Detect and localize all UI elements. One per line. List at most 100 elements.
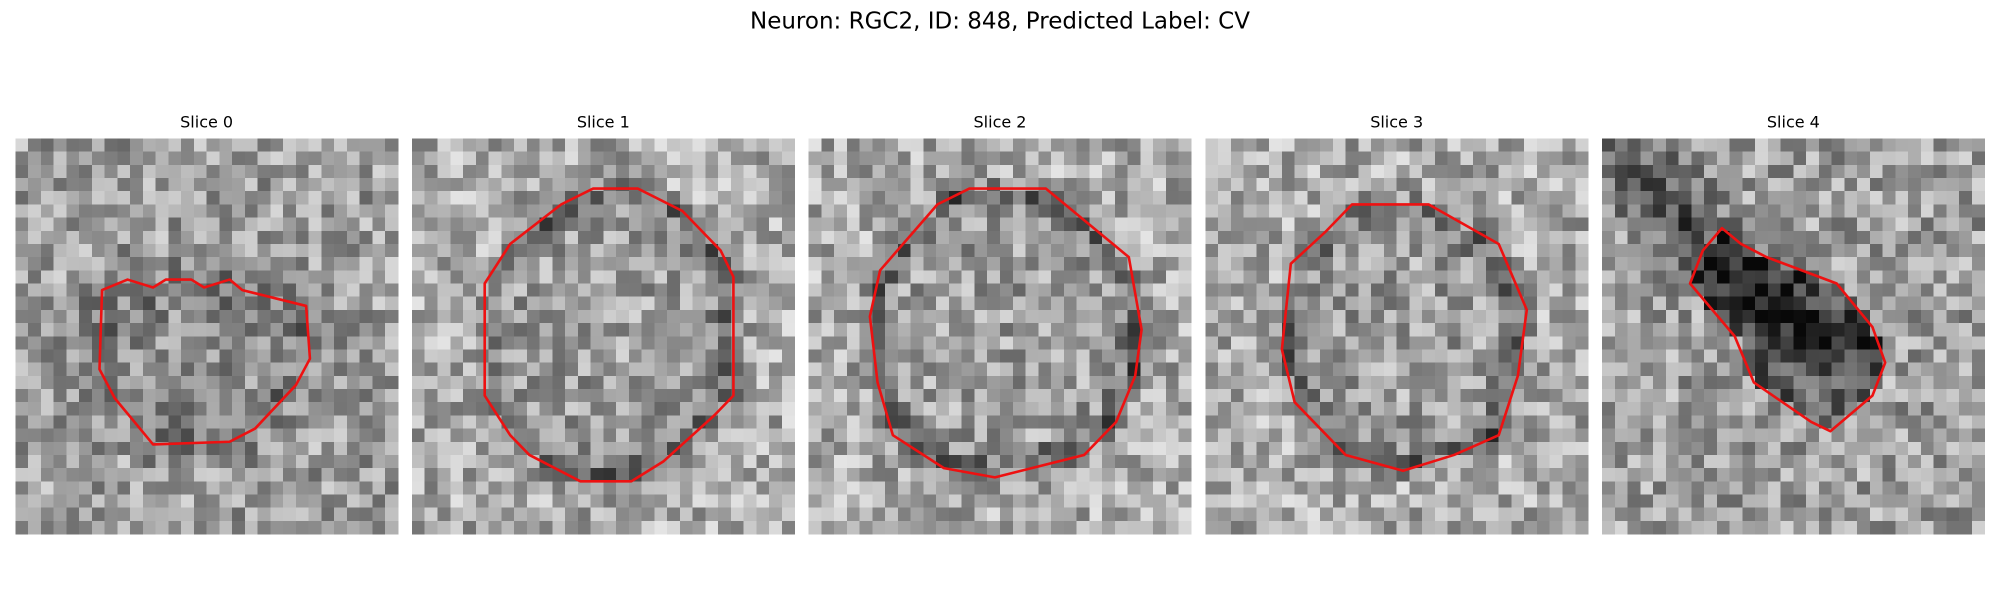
image-pixel: [437, 191, 451, 205]
image-pixel: [1780, 283, 1794, 298]
image-pixel: [1256, 375, 1270, 390]
image-pixel: [1536, 349, 1551, 364]
image-pixel: [1729, 441, 1743, 456]
image-pixel: [79, 481, 93, 495]
image-pixel: [1243, 230, 1257, 245]
image-pixel: [1000, 296, 1014, 311]
image-pixel: [1793, 270, 1807, 284]
image-pixel: [821, 296, 835, 311]
image-pixel: [359, 494, 373, 509]
image-pixel: [1269, 323, 1283, 337]
image-pixel: [1806, 375, 1820, 390]
image-pixel: [1269, 217, 1283, 232]
image-pixel: [834, 230, 848, 245]
image-pixel: [1307, 336, 1321, 350]
image-pixel: [743, 296, 757, 311]
image-pixel: [1396, 389, 1410, 403]
image-pixel: [1345, 336, 1359, 350]
image-pixel: [346, 494, 361, 509]
image-pixel: [1818, 164, 1833, 179]
image-pixel: [1102, 349, 1116, 364]
image-pixel: [1089, 507, 1103, 522]
image-pixel: [1729, 507, 1743, 522]
image-pixel: [40, 481, 54, 495]
image-pixel: [834, 441, 848, 456]
image-pixel: [654, 468, 668, 482]
image-pixel: [1895, 468, 1909, 482]
image-pixel: [910, 230, 924, 245]
image-pixel: [1051, 362, 1065, 377]
image-pixel: [1345, 481, 1359, 495]
image-pixel: [295, 507, 310, 522]
image-pixel: [821, 138, 835, 153]
image-pixel: [475, 151, 489, 166]
image-pixel: [872, 428, 886, 443]
image-pixel: [1946, 507, 1960, 522]
image-pixel: [718, 349, 732, 364]
image-pixel: [846, 468, 861, 482]
image-pixel: [1869, 191, 1884, 205]
image-pixel: [1716, 257, 1730, 271]
image-pixel: [1614, 375, 1628, 390]
image-pixel: [514, 494, 528, 509]
image-pixel: [1691, 415, 1705, 429]
image-pixel: [232, 323, 246, 337]
image-pixel: [142, 415, 157, 429]
image-pixel: [321, 336, 335, 350]
image-pixel: [948, 217, 963, 232]
image-pixel: [270, 283, 284, 298]
image-pixel: [463, 178, 477, 192]
image-pixel: [193, 441, 208, 456]
image-pixel: [1793, 296, 1807, 311]
image-pixel: [526, 362, 540, 377]
image-pixel: [834, 362, 848, 377]
image-pixel: [1755, 507, 1769, 522]
image-pixel: [730, 204, 745, 218]
image-pixel: [1320, 389, 1334, 403]
image-pixel: [91, 309, 105, 324]
image-pixel: [1857, 178, 1871, 192]
image-pixel: [1332, 270, 1347, 284]
image-pixel: [1946, 270, 1960, 284]
image-pixel: [1602, 151, 1616, 166]
image-pixel: [1012, 204, 1026, 218]
image-pixel: [308, 296, 322, 311]
image-pixel: [1447, 138, 1461, 153]
image-pixel: [359, 323, 373, 337]
image-pixel: [590, 296, 604, 311]
image-pixel: [257, 481, 271, 495]
image-pixel: [1946, 283, 1960, 298]
image-pixel: [334, 296, 348, 311]
image-pixel: [654, 309, 668, 324]
image-pixel: [142, 164, 157, 179]
image-pixel: [1205, 415, 1219, 429]
image-pixel: [142, 296, 157, 311]
image-pixel: [1691, 296, 1705, 311]
image-pixel: [577, 507, 591, 522]
image-pixel: [359, 441, 373, 456]
image-pixel: [1665, 257, 1679, 271]
image-pixel: [565, 402, 579, 416]
image-pixel: [1793, 520, 1807, 535]
image-pixel: [53, 428, 67, 443]
image-pixel: [667, 389, 681, 403]
image-pixel: [437, 257, 451, 271]
image-pixel: [1857, 243, 1871, 258]
image-pixel: [1678, 375, 1692, 390]
image-pixel: [1831, 428, 1845, 443]
image-pixel: [1831, 323, 1845, 337]
image-pixel: [1857, 138, 1871, 153]
image-pixel: [1447, 323, 1461, 337]
image-pixel: [15, 243, 29, 258]
image-pixel: [1614, 283, 1628, 298]
image-pixel: [1102, 296, 1116, 311]
image-pixel: [781, 402, 796, 416]
image-pixel: [1511, 389, 1525, 403]
image-pixel: [385, 151, 399, 166]
image-pixel: [603, 138, 617, 153]
image-pixel: [411, 283, 426, 298]
image-pixel: [974, 204, 988, 218]
image-pixel: [730, 138, 745, 153]
image-pixel: [1243, 389, 1257, 403]
image-pixel: [1473, 323, 1487, 337]
